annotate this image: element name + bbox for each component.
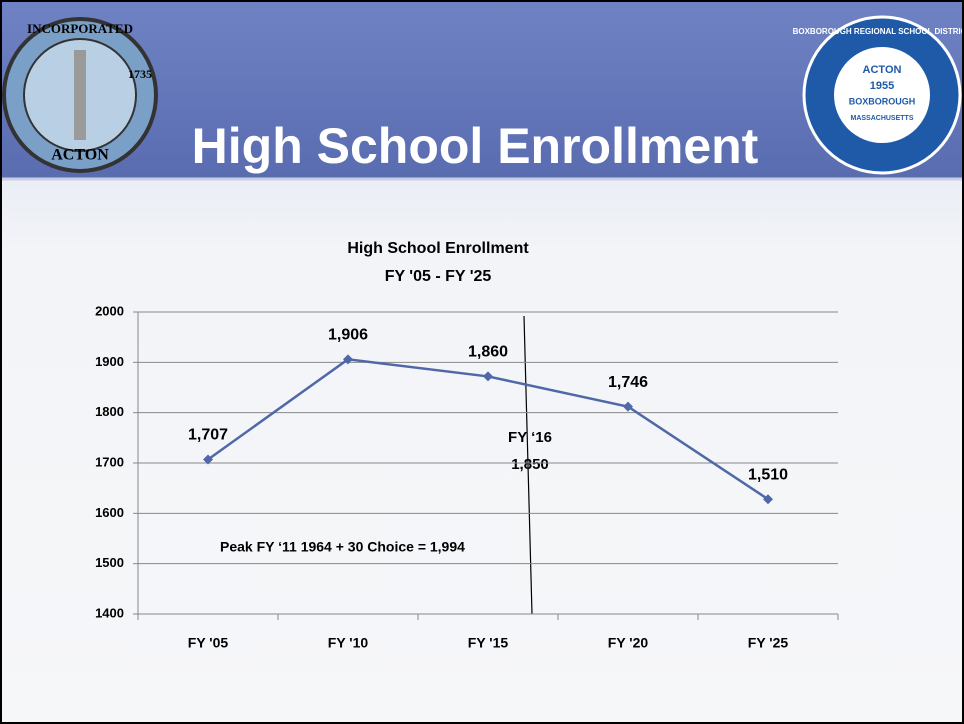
x-tick-label: FY '20	[608, 635, 649, 651]
y-tick-label: 1800	[95, 404, 124, 419]
y-tick-label: 1900	[95, 354, 124, 369]
annotation: Peak FY ‘11 1964 + 30 Choice = 1,994	[220, 539, 465, 555]
logo-text: BOXBOROUGH REGIONAL SCHOOL DISTRICT	[793, 27, 964, 36]
logo-text: MASSACHUSETTS	[850, 115, 913, 122]
monument	[74, 50, 86, 140]
x-tick-label: FY '05	[188, 635, 229, 651]
y-tick-label: 1700	[95, 454, 124, 469]
y-tick-label: 1600	[95, 505, 124, 520]
slide-title: High School Enrollment	[192, 118, 759, 174]
annotation: 1,850	[511, 456, 549, 473]
y-tick-label: 1400	[95, 605, 124, 620]
point-marker	[623, 401, 633, 412]
logo-text: 1735	[128, 67, 152, 81]
chart-subtitle: FY '05 - FY '25	[385, 268, 492, 285]
y-tick-label: 2000	[95, 303, 124, 318]
point-marker	[343, 354, 353, 365]
point-label: 1,510	[748, 466, 788, 483]
logo-text: BOXBOROUGH	[849, 96, 916, 106]
x-tick-label: FY '10	[328, 635, 369, 651]
point-marker	[483, 371, 493, 382]
x-tick-label: FY '25	[748, 635, 789, 651]
logo-text: ACTON	[51, 147, 109, 164]
chart-title: High School Enrollment	[347, 240, 529, 257]
point-label: 1,746	[608, 374, 648, 391]
point-label: 1,860	[468, 344, 508, 361]
annotation: FY ‘16	[508, 429, 552, 446]
point-label: 1,906	[328, 327, 368, 344]
logo-text: INCORPORATED	[27, 21, 133, 36]
left-logo: INCORPORATED 1735 ACTON	[2, 17, 158, 173]
point-marker	[763, 494, 773, 505]
logo-text: ACTON	[863, 64, 902, 76]
point-label: 1,707	[188, 427, 228, 444]
fy16-marker-line	[523, 315, 533, 615]
logo-text: 1955	[870, 80, 894, 92]
point-marker	[203, 454, 213, 465]
x-tick-label: FY '15	[468, 635, 509, 651]
logo-inner	[834, 47, 930, 143]
right-logo: BOXBOROUGH REGIONAL SCHOOL DISTRICT ACTO…	[793, 15, 964, 175]
y-tick-label: 1500	[95, 555, 124, 570]
